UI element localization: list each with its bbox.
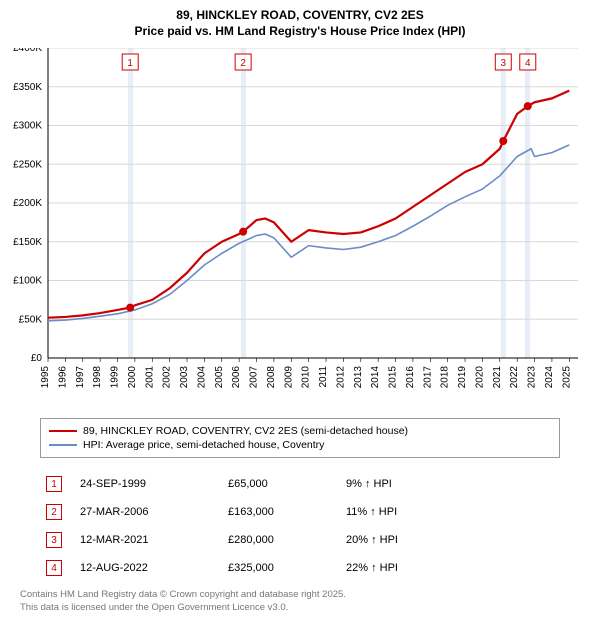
svg-text:£200K: £200K: [13, 198, 42, 209]
marker-pct: 11% ↑ HPI: [346, 506, 446, 518]
footer-line-1: Contains HM Land Registry data © Crown c…: [20, 589, 346, 601]
svg-text:£150K: £150K: [13, 237, 42, 248]
marker-price: £280,000: [228, 534, 328, 546]
svg-text:2000: 2000: [127, 366, 138, 389]
chart-area: £0 £50K £100K £150K £200K £250K £300K £350K £400…: [0, 48, 600, 408]
svg-text:2013: 2013: [353, 366, 364, 389]
svg-text:2015: 2015: [388, 366, 399, 389]
marker-number-box: 2: [46, 504, 62, 520]
svg-text:2018: 2018: [440, 366, 451, 389]
chart-title: 89, HINCKLEY ROAD, COVENTRY, CV2 2ES Pri…: [0, 0, 600, 39]
marker-date: 12-MAR-2021: [80, 534, 210, 546]
svg-text:2012: 2012: [335, 366, 346, 389]
marker-date: 24-SEP-1999: [80, 478, 210, 490]
svg-text:2011: 2011: [318, 366, 329, 388]
svg-text:£250K: £250K: [13, 159, 42, 170]
chart-svg: £0 £50K £100K £150K £200K £250K £300K £350K £400…: [0, 48, 600, 408]
marker-price: £65,000: [228, 478, 328, 490]
legend-row-hpi: HPI: Average price, semi-detached house,…: [49, 438, 551, 452]
svg-text:2021: 2021: [492, 366, 503, 389]
marker-date: 27-MAR-2006: [80, 506, 210, 518]
svg-text:4: 4: [525, 58, 531, 69]
svg-text:2: 2: [240, 58, 246, 69]
marker-number-box: 4: [46, 560, 62, 576]
legend: 89, HINCKLEY ROAD, COVENTRY, CV2 2ES (se…: [40, 418, 560, 458]
legend-swatch-hpi: [49, 444, 77, 446]
footer: Contains HM Land Registry data © Crown c…: [20, 589, 346, 614]
svg-text:1997: 1997: [75, 366, 86, 389]
svg-text:2016: 2016: [405, 366, 416, 389]
legend-label-hpi: HPI: Average price, semi-detached house,…: [83, 439, 324, 451]
title-line-1: 89, HINCKLEY ROAD, COVENTRY, CV2 2ES: [0, 8, 600, 24]
svg-text:2024: 2024: [544, 366, 555, 389]
marker-table: 1 24-SEP-1999 £65,000 9% ↑ HPI 2 27-MAR-2006 £…: [46, 470, 446, 582]
svg-text:2003: 2003: [179, 366, 190, 389]
svg-text:2022: 2022: [509, 366, 520, 389]
svg-text:2006: 2006: [231, 366, 242, 389]
svg-text:2019: 2019: [457, 366, 468, 389]
svg-text:2001: 2001: [144, 366, 155, 389]
legend-row-price-paid: 89, HINCKLEY ROAD, COVENTRY, CV2 2ES (se…: [49, 424, 551, 438]
marker-number-box: 1: [46, 476, 62, 492]
marker-price: £163,000: [228, 506, 328, 518]
marker-pct: 22% ↑ HPI: [346, 562, 446, 574]
footer-line-2: This data is licensed under the Open Gov…: [20, 602, 346, 614]
svg-text:1: 1: [127, 58, 133, 69]
title-line-2: Price paid vs. HM Land Registry's House …: [0, 24, 600, 40]
svg-text:2025: 2025: [561, 366, 572, 389]
marker-row: 3 12-MAR-2021 £280,000 20% ↑ HPI: [46, 526, 446, 554]
svg-text:1995: 1995: [40, 366, 51, 389]
marker-row: 4 12-AUG-2022 £325,000 22% ↑ HPI: [46, 554, 446, 582]
svg-text:2002: 2002: [162, 366, 173, 389]
svg-text:2004: 2004: [196, 366, 207, 389]
svg-text:1996: 1996: [57, 366, 68, 389]
svg-text:2010: 2010: [301, 366, 312, 389]
svg-text:3: 3: [500, 58, 506, 69]
svg-text:£350K: £350K: [13, 82, 42, 93]
marker-price: £325,000: [228, 562, 328, 574]
marker-date: 12-AUG-2022: [80, 562, 210, 574]
svg-text:2017: 2017: [422, 366, 433, 389]
marker-pct: 9% ↑ HPI: [346, 478, 446, 490]
marker-pct: 20% ↑ HPI: [346, 534, 446, 546]
svg-text:2023: 2023: [527, 366, 538, 389]
svg-text:2005: 2005: [214, 366, 225, 389]
svg-text:2009: 2009: [283, 366, 294, 389]
legend-label-price-paid: 89, HINCKLEY ROAD, COVENTRY, CV2 2ES (se…: [83, 425, 408, 437]
legend-swatch-price-paid: [49, 430, 77, 433]
marker-row: 2 27-MAR-2006 £163,000 11% ↑ HPI: [46, 498, 446, 526]
svg-text:£300K: £300K: [13, 121, 42, 132]
svg-text:2020: 2020: [474, 366, 485, 389]
svg-text:1998: 1998: [92, 366, 103, 389]
svg-text:1999: 1999: [110, 366, 121, 389]
svg-text:£400K: £400K: [13, 48, 42, 54]
container: 89, HINCKLEY ROAD, COVENTRY, CV2 2ES Pri…: [0, 0, 600, 620]
svg-text:2008: 2008: [266, 366, 277, 389]
svg-text:2014: 2014: [370, 366, 381, 389]
svg-text:£0: £0: [31, 353, 43, 364]
svg-text:2007: 2007: [249, 366, 260, 389]
marker-row: 1 24-SEP-1999 £65,000 9% ↑ HPI: [46, 470, 446, 498]
marker-number-box: 3: [46, 532, 62, 548]
svg-text:£50K: £50K: [19, 314, 43, 325]
svg-text:£100K: £100K: [13, 276, 42, 287]
